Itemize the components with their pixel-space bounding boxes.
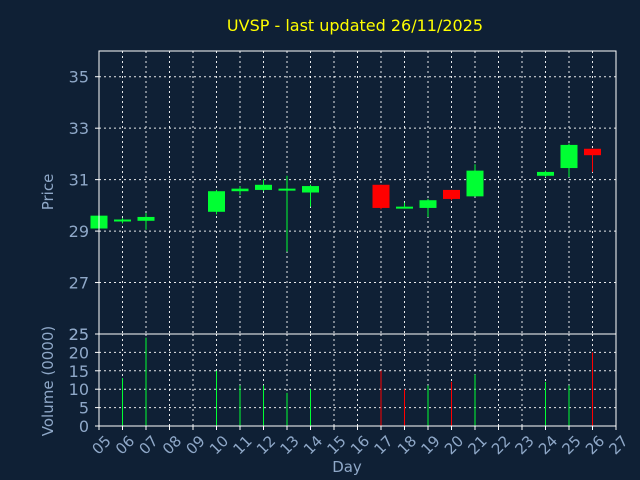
- x-tick-label: 13: [277, 432, 303, 458]
- candle-body: [584, 148, 601, 156]
- volume-y-tick-label: 0: [79, 417, 89, 436]
- candle: [396, 202, 413, 209]
- candle: [114, 218, 131, 224]
- volume-y-tick-label: 10: [69, 380, 89, 399]
- candle-body: [255, 184, 272, 190]
- price-y-tick-label: 31: [69, 171, 89, 190]
- x-tick-label: 16: [347, 432, 373, 458]
- x-tick-label: 05: [89, 432, 115, 458]
- candle: [560, 143, 578, 178]
- candle: [466, 164, 484, 197]
- candle-body: [278, 188, 296, 191]
- candle-body: [208, 191, 225, 212]
- x-tick-label: 17: [371, 432, 397, 458]
- x-tick-label: 20: [441, 432, 467, 458]
- x-tick-label: 12: [253, 432, 279, 458]
- x-tick-label: 11: [230, 432, 256, 458]
- candle: [537, 170, 554, 178]
- x-tick-label: 24: [535, 432, 561, 458]
- x-tick-label: 15: [324, 432, 350, 458]
- x-tick-label: 09: [183, 432, 209, 458]
- candle: [584, 148, 601, 172]
- price-y-tick-label: 29: [69, 222, 89, 241]
- volume-grid: [98, 333, 617, 427]
- x-ticks: 0506070809101112131415161718192021222324…: [89, 426, 632, 458]
- candle: [302, 184, 319, 207]
- price-grid: [98, 51, 617, 335]
- candle-body: [231, 188, 249, 192]
- x-tick-label: 25: [559, 432, 585, 458]
- candle-body: [114, 219, 131, 222]
- candle: [278, 175, 296, 252]
- candle: [137, 213, 155, 230]
- x-tick-label: 06: [112, 432, 138, 458]
- volume-y-tick-label: 20: [69, 343, 89, 362]
- candle-body: [302, 186, 319, 193]
- candle-body: [396, 206, 413, 209]
- price-y-tick-label: 25: [69, 325, 89, 344]
- x-tick-label: 27: [606, 432, 632, 458]
- candle-body: [419, 200, 437, 208]
- x-tick-label: 23: [512, 432, 538, 458]
- candle: [372, 184, 390, 210]
- candle-body: [372, 184, 390, 208]
- x-tick-label: 21: [465, 432, 491, 458]
- x-tick-label: 26: [582, 432, 608, 458]
- price-y-ticks: 25 27 29 31 33 35: [69, 68, 99, 344]
- candle: [208, 189, 225, 215]
- candle-body: [137, 216, 155, 221]
- price-y-tick-label: 27: [69, 274, 89, 293]
- candles: [90, 143, 601, 252]
- x-axis-label: Day: [332, 458, 362, 476]
- volume-axis-label: Volume (0000): [39, 326, 57, 436]
- candle-body: [466, 170, 484, 197]
- candle-body: [560, 144, 578, 169]
- price-y-tick-label: 35: [69, 68, 89, 87]
- x-tick-label: 19: [418, 432, 444, 458]
- candle: [419, 198, 437, 217]
- x-tick-label: 22: [488, 432, 514, 458]
- candle: [443, 189, 460, 201]
- chart-title: UVSP - last updated 26/11/2025: [227, 16, 483, 35]
- volume-y-tick-label: 15: [69, 362, 89, 381]
- price-y-tick-label: 33: [69, 119, 89, 138]
- x-tick-label: 18: [394, 432, 420, 458]
- x-tick-label: 14: [300, 432, 326, 458]
- x-tick-label: 10: [206, 432, 232, 458]
- candle: [231, 186, 249, 196]
- x-tick-label: 08: [159, 432, 185, 458]
- volume-y-tick-label: 5: [79, 399, 89, 418]
- x-tick-label: 07: [136, 432, 162, 458]
- volume-bars: [122, 337, 593, 426]
- price-axis-label: Price: [39, 174, 57, 211]
- candle-body: [537, 171, 554, 176]
- candle: [255, 179, 272, 192]
- volume-y-tick-label: 25: [69, 325, 89, 344]
- candle-body: [443, 189, 460, 199]
